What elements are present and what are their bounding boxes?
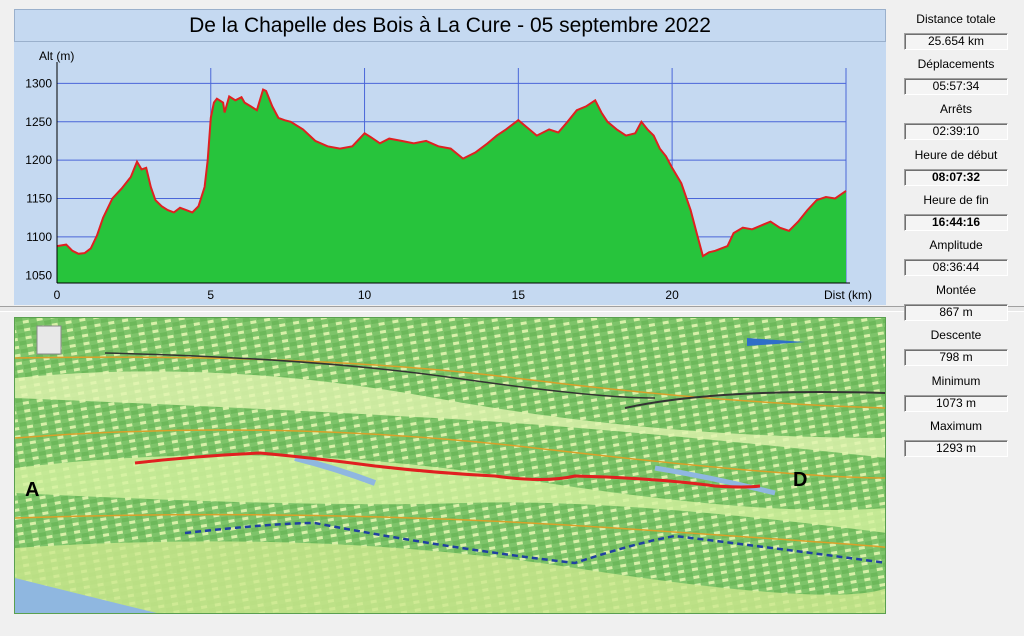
stats-panel: Distance totale 25.654 km Déplacements 05:5… (900, 8, 1012, 468)
stat-value: 16:44:16 (904, 213, 1008, 231)
stat-label: Arrêts (939, 102, 972, 117)
y-tick-label: 1050 (25, 268, 52, 282)
map-svg: A D (15, 318, 885, 613)
elevation-profile-chart: 1050 1100 1150 1200 1250 1300 0 5 10 15 20 Alt (m) D… (14, 42, 886, 305)
stat-value: 1293 m (904, 439, 1008, 457)
start-marker: A (25, 479, 39, 501)
stat-label: Distance totale (916, 12, 996, 26)
elevation-area (57, 89, 846, 283)
y-axis-label: Alt (m) (39, 49, 74, 63)
x-tick-label: 15 (512, 288, 526, 302)
stat-value: 798 m (904, 349, 1008, 367)
y-tick-label: 1250 (25, 115, 52, 129)
x-tick-label: 5 (207, 288, 214, 302)
map-compass-icon[interactable] (36, 325, 62, 355)
stat-label: Minimum (931, 373, 981, 388)
elevation-line (56, 88, 847, 258)
stat-label: Heure de fin (923, 192, 989, 207)
end-marker: D (793, 469, 807, 491)
stat-value: 1073 m (904, 394, 1008, 412)
x-axis-label: Dist (km) (824, 288, 872, 302)
stat-value: 05:57:34 (904, 78, 1008, 96)
route-track (134, 451, 761, 489)
x-tick-label: 0 (54, 288, 61, 302)
stat-label: Descente (930, 328, 982, 343)
stat-label: Déplacements (917, 57, 995, 72)
stat-label: Maximum (929, 418, 982, 433)
x-tick-label: 20 (665, 288, 679, 302)
x-tick-label: 10 (358, 288, 372, 302)
stat-value: 867 m (904, 304, 1008, 322)
stat-label: Heure de début (914, 147, 998, 162)
y-tick-label: 1150 (26, 192, 52, 206)
y-tick-label: 1100 (26, 230, 52, 244)
stat-label: Montée (935, 283, 977, 298)
panel-splitter[interactable] (0, 306, 1024, 312)
route-map[interactable]: A D (14, 317, 886, 614)
stat-value: 02:39:10 (904, 123, 1008, 141)
stat-label: Amplitude (929, 238, 983, 252)
stat-value: 08:07:32 (904, 168, 1008, 186)
y-tick-label: 1200 (25, 153, 52, 167)
y-tick-label: 1300 (25, 76, 52, 90)
stat-value: 08:36:44 (904, 259, 1008, 276)
stat-value: 25.654 km (904, 33, 1008, 50)
elevation-profile-svg: 1050 1100 1150 1200 1250 1300 0 5 10 15 20 Alt (m) D… (25, 49, 872, 302)
chart-title: De la Chapelle des Bois à La Cure - 05 s… (14, 9, 886, 42)
